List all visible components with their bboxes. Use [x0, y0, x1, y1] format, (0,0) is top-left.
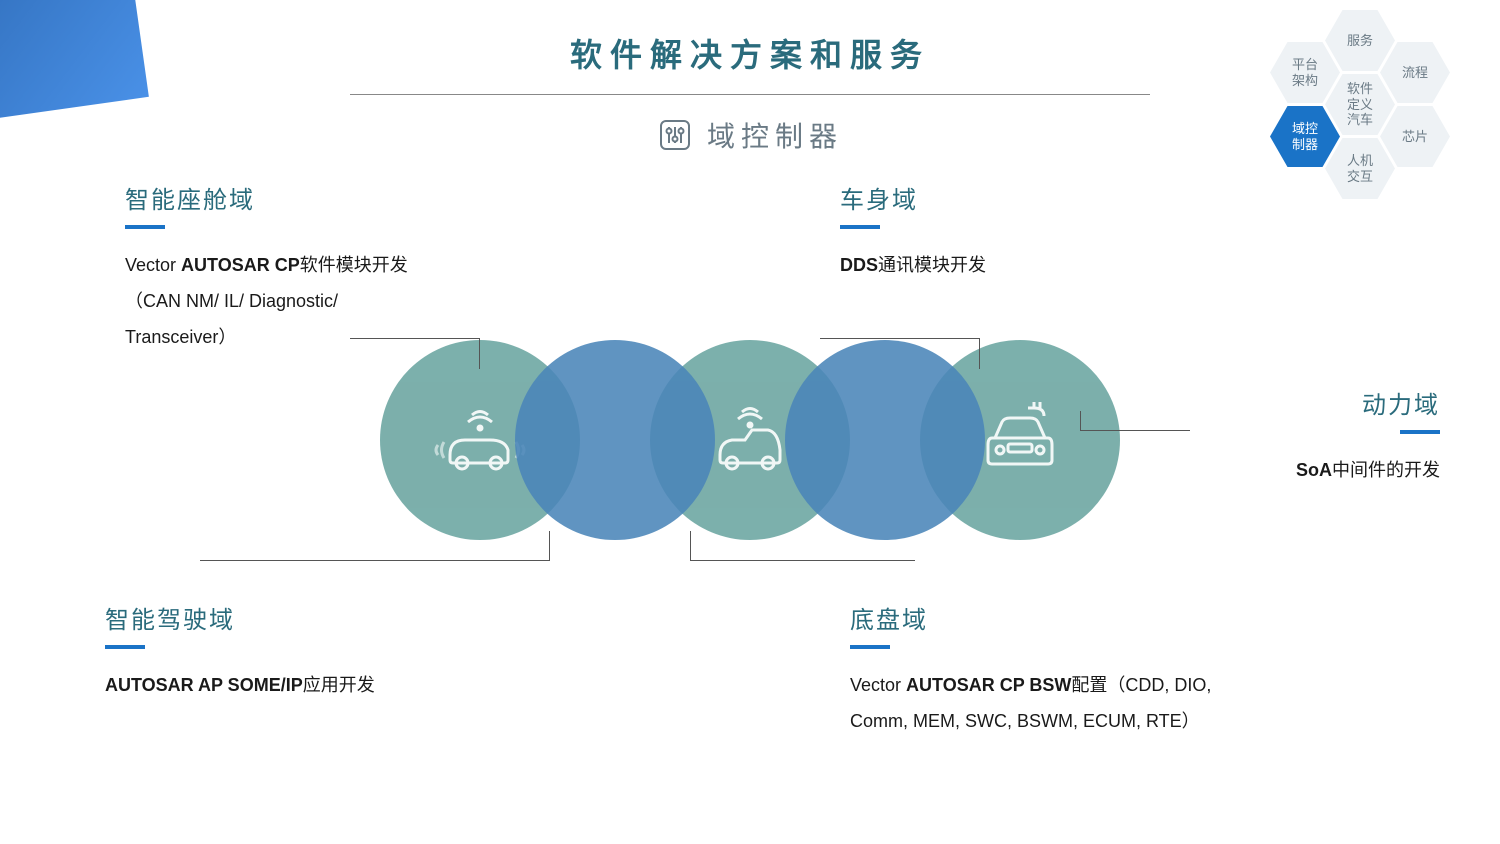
hex-label: 软件定义汽车	[1347, 81, 1373, 128]
domain-chassis: 底盘域 Vector AUTOSAR CP BSW配置（CDD, DIO, Com…	[850, 600, 1270, 739]
domain-desc: Vector AUTOSAR CP BSW配置（CDD, DIO, Comm, …	[850, 667, 1270, 739]
domain-underline	[840, 225, 880, 229]
connector-1	[820, 338, 980, 339]
main-title-text: 软件解决方案和服务	[570, 37, 930, 73]
sliders-icon	[657, 117, 693, 153]
domain-circle-1	[515, 340, 715, 540]
hex-nav-item-4[interactable]: 域控制器	[1270, 106, 1340, 167]
hex-nav-item-0[interactable]: 服务	[1325, 10, 1395, 71]
domain-desc: DDS通讯模块开发	[840, 247, 1060, 283]
domain-underline	[125, 225, 165, 229]
connector-2	[1080, 430, 1190, 431]
corner-decoration	[0, 0, 149, 122]
domain-title: 底盘域	[850, 600, 1270, 635]
hex-nav-item-1[interactable]: 平台架构	[1270, 42, 1340, 103]
domain-title: 动力域	[1200, 385, 1440, 420]
domain-body: 车身域 DDS通讯模块开发	[840, 180, 1060, 283]
domain-underline	[105, 645, 145, 649]
hex-label: 域控制器	[1292, 121, 1318, 152]
domain-title: 车身域	[840, 180, 1060, 215]
hex-label: 平台架构	[1292, 57, 1318, 88]
circle-row	[380, 340, 1120, 540]
domain-title: 智能座舱域	[125, 180, 435, 215]
hex-nav-item-5[interactable]: 芯片	[1380, 106, 1450, 167]
connector-4	[690, 560, 915, 561]
domain-underline	[850, 645, 890, 649]
hex-label: 流程	[1402, 65, 1428, 81]
subtitle-text: 域控制器	[707, 115, 843, 155]
title-divider	[350, 94, 1150, 95]
connector-0	[350, 338, 480, 339]
connector-3	[200, 560, 550, 561]
domain-desc: AUTOSAR AP SOME/IP应用开发	[105, 667, 485, 703]
hex-label: 芯片	[1402, 129, 1428, 145]
domain-underline	[1400, 430, 1440, 434]
domain-desc: SoA中间件的开发	[1200, 452, 1440, 488]
domain-power: 动力域 SoA中间件的开发	[1200, 385, 1440, 488]
hex-label: 服务	[1347, 33, 1373, 49]
domain-title: 智能驾驶域	[105, 600, 485, 635]
diagram-area: 智能座舱域Vector AUTOSAR CP软件模块开发（CAN NM/ IL/…	[0, 160, 1500, 840]
domain-adas: 智能驾驶域 AUTOSAR AP SOME/IP应用开发	[105, 600, 485, 703]
domain-cockpit: 智能座舱域Vector AUTOSAR CP软件模块开发（CAN NM/ IL/…	[125, 180, 435, 355]
hex-nav-item-2[interactable]: 流程	[1380, 42, 1450, 103]
hex-nav-item-3[interactable]: 软件定义汽车	[1325, 74, 1395, 135]
domain-circle-3	[785, 340, 985, 540]
